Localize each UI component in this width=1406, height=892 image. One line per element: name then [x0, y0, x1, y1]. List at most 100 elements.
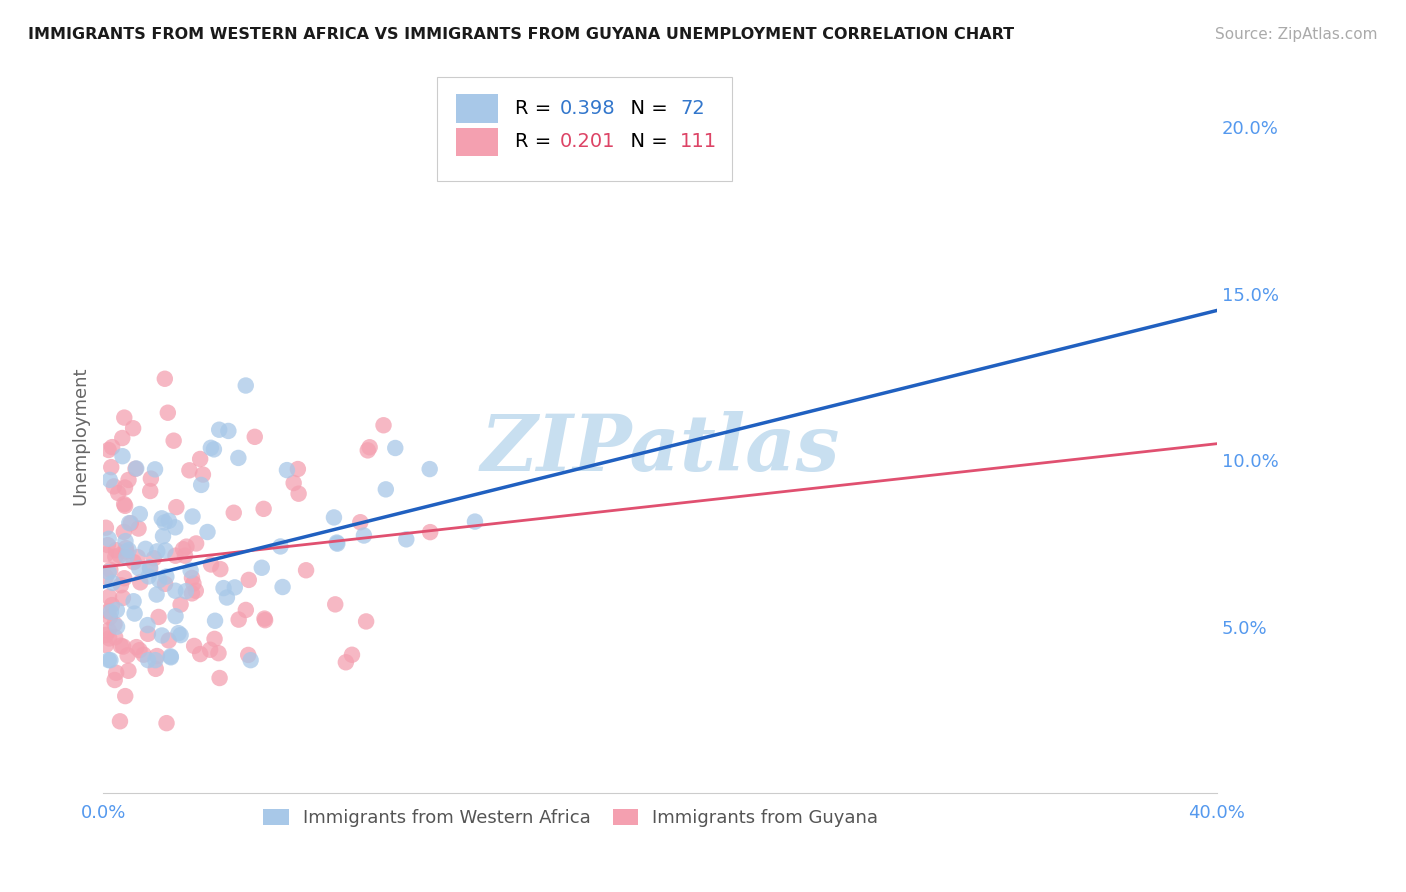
- Y-axis label: Unemployment: Unemployment: [72, 366, 89, 505]
- Point: [155, 543, 177, 558]
- Point: [138, 569, 160, 583]
- Point: [228, 450, 250, 465]
- Point: [165, 500, 187, 515]
- Point: [125, 640, 148, 654]
- Point: [359, 440, 381, 454]
- Point: [224, 581, 246, 595]
- Point: [101, 575, 124, 590]
- Point: [97, 565, 120, 579]
- Point: [152, 529, 174, 543]
- Point: [122, 421, 145, 435]
- Point: [207, 646, 229, 660]
- Point: [295, 563, 318, 577]
- Point: [104, 673, 127, 687]
- Point: [117, 664, 139, 678]
- FancyBboxPatch shape: [456, 94, 499, 122]
- Text: Source: ZipAtlas.com: Source: ZipAtlas.com: [1215, 27, 1378, 42]
- Point: [202, 442, 225, 457]
- Point: [148, 573, 170, 587]
- Point: [115, 549, 138, 564]
- Point: [114, 481, 136, 495]
- Point: [179, 463, 201, 477]
- Point: [128, 522, 150, 536]
- Point: [97, 532, 120, 546]
- Point: [105, 603, 128, 617]
- Point: [373, 418, 395, 433]
- Point: [253, 501, 276, 516]
- Point: [191, 467, 214, 482]
- Point: [157, 633, 180, 648]
- Point: [190, 478, 212, 492]
- Point: [150, 511, 173, 525]
- Point: [228, 613, 250, 627]
- FancyBboxPatch shape: [456, 128, 499, 156]
- Point: [349, 515, 371, 529]
- Point: [107, 486, 129, 500]
- Point: [340, 648, 363, 662]
- Point: [287, 486, 309, 500]
- Point: [250, 560, 273, 574]
- Point: [464, 515, 486, 529]
- Point: [176, 540, 198, 554]
- Point: [105, 620, 128, 634]
- Point: [136, 618, 159, 632]
- Point: [384, 441, 406, 455]
- Point: [180, 564, 202, 578]
- Point: [153, 372, 176, 386]
- Text: R =: R =: [515, 132, 558, 152]
- Point: [183, 639, 205, 653]
- Point: [323, 598, 346, 612]
- Point: [235, 603, 257, 617]
- Point: [98, 473, 121, 487]
- Point: [157, 514, 180, 528]
- Point: [94, 521, 117, 535]
- Point: [127, 550, 149, 565]
- Point: [135, 541, 157, 556]
- Point: [235, 378, 257, 392]
- Point: [155, 716, 177, 731]
- Point: [118, 516, 141, 530]
- Point: [169, 628, 191, 642]
- Point: [326, 535, 349, 549]
- Point: [111, 449, 134, 463]
- Point: [197, 524, 219, 539]
- Point: [150, 628, 173, 642]
- Point: [115, 541, 138, 555]
- Point: [165, 583, 187, 598]
- Point: [115, 544, 138, 558]
- Point: [155, 569, 177, 583]
- Point: [253, 612, 276, 626]
- Point: [200, 441, 222, 455]
- Point: [238, 573, 260, 587]
- Point: [104, 630, 127, 644]
- Point: [269, 540, 291, 554]
- Point: [101, 440, 124, 454]
- Text: IMMIGRANTS FROM WESTERN AFRICA VS IMMIGRANTS FROM GUYANA UNEMPLOYMENT CORRELATIO: IMMIGRANTS FROM WESTERN AFRICA VS IMMIGR…: [28, 27, 1014, 42]
- Point: [94, 638, 117, 652]
- Point: [167, 626, 190, 640]
- Point: [98, 632, 121, 646]
- Point: [188, 647, 211, 661]
- Point: [395, 533, 418, 547]
- Point: [243, 430, 266, 444]
- Point: [212, 581, 235, 595]
- Point: [105, 665, 128, 680]
- Point: [271, 580, 294, 594]
- Point: [204, 632, 226, 646]
- Point: [208, 671, 231, 685]
- Point: [200, 558, 222, 572]
- Point: [97, 624, 120, 638]
- Point: [153, 577, 176, 591]
- Point: [172, 542, 194, 557]
- Point: [112, 640, 135, 654]
- Point: [128, 643, 150, 657]
- Point: [128, 561, 150, 575]
- Point: [353, 528, 375, 542]
- Point: [97, 605, 120, 619]
- Text: 111: 111: [681, 132, 717, 152]
- Point: [239, 653, 262, 667]
- Point: [163, 434, 186, 448]
- Point: [94, 628, 117, 642]
- Point: [183, 576, 205, 591]
- Point: [117, 473, 139, 487]
